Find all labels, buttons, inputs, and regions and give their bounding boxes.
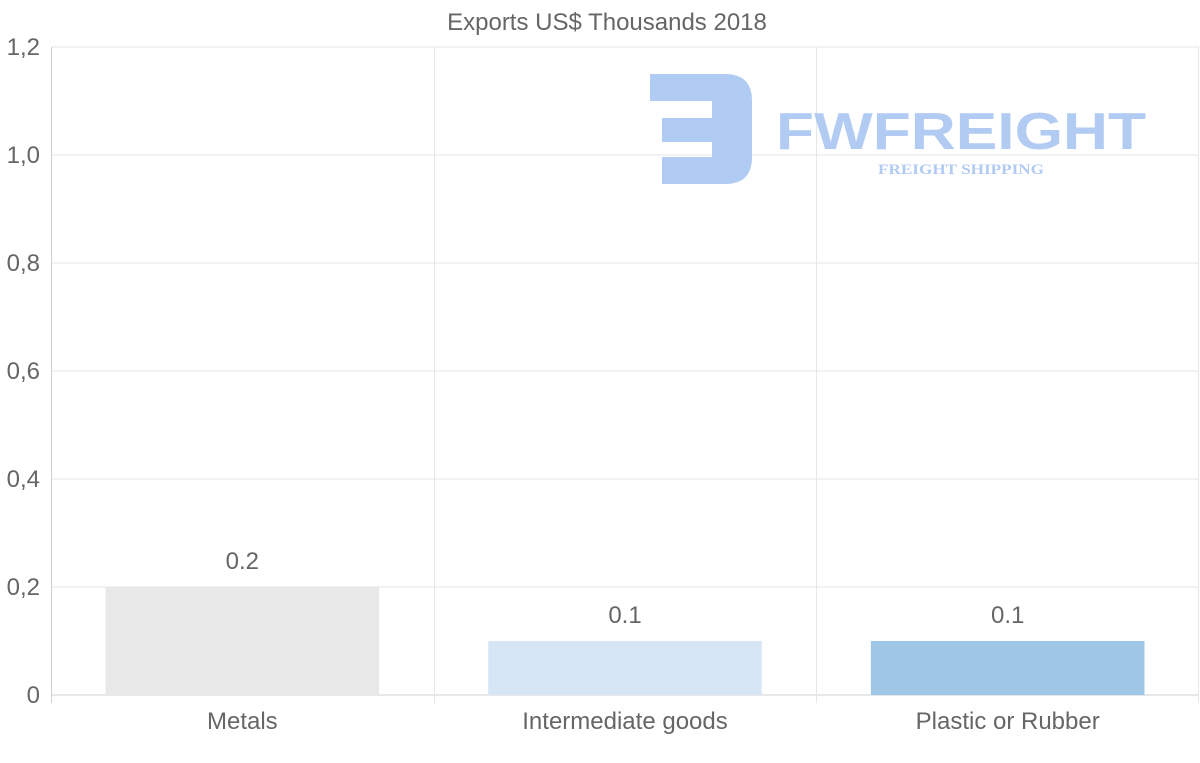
y-tick-label: 0,4 xyxy=(7,466,40,493)
watermark-tagline: FREIGHT SHIPPING xyxy=(878,162,1044,178)
x-tick-label: Metals xyxy=(207,708,278,735)
y-tick-label: 0 xyxy=(27,682,40,709)
y-tick-label: 0,6 xyxy=(7,358,40,385)
labels-layer: 0.2 Metals 0.1 Intermediate goods 0.1 Plastic… xyxy=(207,548,1100,735)
bars-layer xyxy=(105,587,1145,695)
y-tick-label: 1,0 xyxy=(7,142,40,169)
bar-intermediate-goods xyxy=(488,641,762,695)
watermark-brand: FWFREIGHT xyxy=(776,103,1146,161)
y-tick-label: 0,2 xyxy=(7,574,40,601)
fwfreight-logo-icon xyxy=(650,74,752,184)
bar-plastic-or-rubber xyxy=(870,641,1145,695)
data-label: 0.2 xyxy=(226,548,259,575)
fwfreight-watermark: FWFREIGHT FREIGHT SHIPPING xyxy=(650,74,1146,184)
x-tick-label: Intermediate goods xyxy=(522,708,727,735)
data-label: 0.1 xyxy=(991,602,1024,629)
grid-layer: 0 0,2 0,4 0,6 0,8 1,0 1,2 xyxy=(7,34,1199,709)
bar-metals xyxy=(105,587,380,695)
x-tick-label: Plastic or Rubber xyxy=(916,708,1100,735)
y-tick-label: 0,8 xyxy=(7,250,40,277)
y-tick-label: 1,2 xyxy=(7,34,40,61)
data-label: 0.1 xyxy=(608,602,641,629)
chart-title: Exports US$ Thousands 2018 xyxy=(447,9,767,36)
